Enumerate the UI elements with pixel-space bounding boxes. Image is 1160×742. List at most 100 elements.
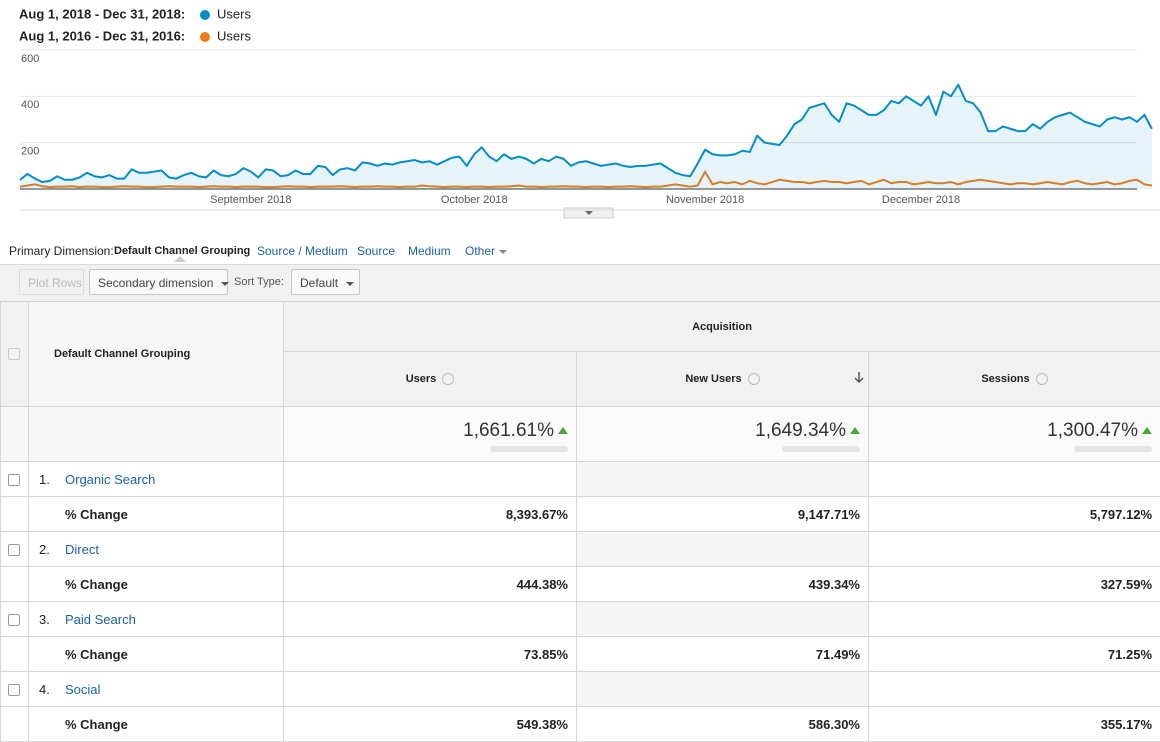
change-value: 5,797.12% <box>867 496 1160 532</box>
empty-cell <box>576 461 869 497</box>
legend-swatch <box>200 10 210 20</box>
sort-arrow <box>854 372 864 384</box>
channel-cell: 3. Paid Search <box>28 601 284 637</box>
header-checkbox-cell <box>0 301 29 407</box>
empty-cell <box>283 671 577 707</box>
chart-toggle-icon <box>585 211 593 215</box>
obscured-text <box>1074 446 1153 452</box>
dimension-option[interactable]: Source <box>357 244 396 258</box>
change-row: % Change 73.85% 71.49% 71.25% <box>0 636 1160 672</box>
channel-link[interactable]: Social <box>65 681 101 697</box>
change-value: 586.30% <box>576 706 869 742</box>
obscured-text <box>490 446 568 452</box>
checkbox-cell <box>0 461 29 497</box>
empty-cell <box>576 601 869 637</box>
change-value: 444.38% <box>283 566 577 602</box>
sort-type-value: Default <box>300 276 339 290</box>
row-checkbox[interactable] <box>8 614 20 627</box>
empty-cell <box>867 601 1160 637</box>
series-line <box>19 83 1153 184</box>
dropdown-caret <box>499 249 508 254</box>
y-tick-label: 600 <box>21 53 39 65</box>
empty-cell <box>867 531 1160 567</box>
data-table: Default Channel Grouping Acquisition Users… <box>0 301 1160 742</box>
channel-link[interactable]: Direct <box>65 541 99 557</box>
x-tick-label: December 2018 <box>882 194 960 206</box>
change-label: % Change <box>28 706 284 742</box>
obscured-text <box>782 446 860 452</box>
column-header[interactable]: Sessions <box>867 351 1160 407</box>
empty-cell <box>283 531 577 567</box>
change-value: 8,393.67% <box>283 496 577 532</box>
series-line <box>19 170 1153 189</box>
channel-cell: 1. Organic Search <box>28 461 284 497</box>
totals-empty <box>0 406 29 462</box>
column-title: Users <box>405 372 437 385</box>
empty-cell <box>0 496 29 532</box>
plot-rows-button[interactable]: Plot Rows <box>19 269 84 295</box>
empty-cell <box>0 636 29 672</box>
change-label: % Change <box>28 566 284 602</box>
change-value: 439.34% <box>576 566 869 602</box>
change-value: 549.38% <box>283 706 577 742</box>
dimension-option[interactable]: Source / Medium <box>257 244 348 258</box>
channel-link[interactable]: Paid Search <box>65 611 136 627</box>
column-header[interactable]: Users <box>283 351 577 407</box>
legend-swatch <box>200 32 210 42</box>
legend-label: Users <box>217 6 251 21</box>
row-checkbox[interactable] <box>8 684 20 697</box>
selected-pointer <box>174 256 186 262</box>
channel-row: 3. Paid Search <box>0 601 1160 637</box>
totals-line: 1,300.47% <box>877 420 1153 442</box>
change-label: % Change <box>28 496 284 532</box>
secondary-dimension-button[interactable]: Secondary dimension <box>89 269 230 295</box>
dimension-option[interactable]: Other <box>465 241 508 261</box>
channel-row: 2. Direct <box>0 531 1160 567</box>
channel-row: 4. Social <box>0 671 1160 707</box>
trend-up-icon <box>558 427 568 435</box>
channel-cell: 2. Direct <box>28 531 284 567</box>
totals-row: 1,661.61% 1,649.34% 1,300.47% <box>0 406 1160 462</box>
sort-type-label: Sort Type: <box>234 276 284 288</box>
row-checkbox[interactable] <box>8 544 20 557</box>
dimension-label: Primary Dimension: <box>9 244 114 258</box>
empty-cell <box>576 671 869 707</box>
row-checkbox[interactable] <box>8 474 20 487</box>
help-icon <box>1035 373 1048 386</box>
totals-value: 1,661.61% <box>463 420 554 441</box>
totals-cell: 1,300.47% <box>867 406 1160 462</box>
y-tick-label: 200 <box>21 146 39 158</box>
totals-cell: 1,649.34% <box>576 406 869 462</box>
channel-row: 1. Organic Search <box>0 461 1160 497</box>
totals-value: 1,300.47% <box>1047 420 1139 441</box>
row-rank: 2. <box>39 541 50 557</box>
totals-value: 1,649.34% <box>755 420 846 441</box>
change-value: 355.17% <box>867 706 1160 742</box>
x-tick-label: November 2018 <box>666 194 744 206</box>
empty-cell <box>576 531 869 567</box>
dimension-option[interactable]: Medium <box>408 244 451 258</box>
trend-up-icon <box>1142 427 1153 435</box>
x-tick-label: September 2018 <box>210 194 291 206</box>
empty-cell <box>867 461 1160 497</box>
row-rank: 4. <box>39 681 50 697</box>
channel-link[interactable]: Organic Search <box>65 471 156 487</box>
toolbar: Plot Rows Secondary dimension Sort Type:… <box>0 264 1160 301</box>
dimension-option[interactable]: Default Channel Grouping <box>114 245 251 257</box>
change-label: % Change <box>28 636 284 672</box>
column-header[interactable]: New Users <box>576 351 869 407</box>
totals-line: 1,661.61% <box>292 420 568 442</box>
sort-type-button[interactable]: Default <box>291 269 360 295</box>
empty-cell <box>0 566 29 602</box>
empty-cell <box>283 601 577 637</box>
row-rank: 3. <box>39 611 50 627</box>
trend-up-icon <box>850 427 860 435</box>
totals-line: 1,649.34% <box>585 420 860 442</box>
header-checkbox[interactable] <box>8 348 20 361</box>
column-title: Sessions <box>981 372 1030 385</box>
checkbox-cell <box>0 671 29 707</box>
totals-cell: 1,661.61% <box>283 406 577 462</box>
column-title: New Users <box>685 372 742 385</box>
change-value: 327.59% <box>867 566 1160 602</box>
